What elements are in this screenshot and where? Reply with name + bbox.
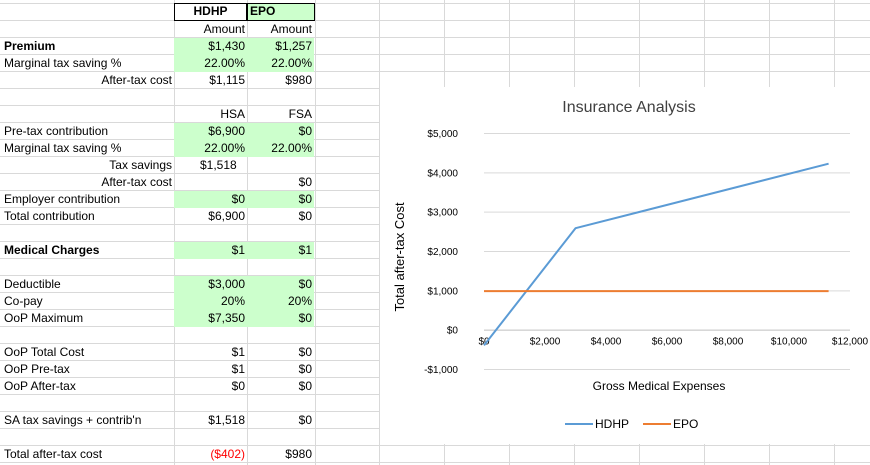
oop-total-cost-hdhp[interactable]: $1 (231, 345, 245, 359)
marginal-tax-epo-2[interactable]: 22.00% (247, 140, 314, 157)
after-tax-cost-epo-2[interactable]: $0 (298, 175, 312, 189)
copay-epo[interactable]: 20% (247, 293, 314, 310)
chart-x-tick-label: $2,000 (530, 337, 561, 348)
tax-savings-label[interactable]: Tax savings (109, 158, 172, 172)
chart-y-tick-label: $4,000 (427, 168, 458, 179)
sa-tax-savings-label[interactable]: SA tax savings + contrib'n (4, 413, 142, 427)
marginal-tax-hdhp-2[interactable]: 22.00% (174, 140, 247, 157)
series-line-hdhp[interactable] (483, 162, 829, 347)
oop-total-cost-epo[interactable]: $0 (298, 345, 312, 359)
marginal-tax-epo-1[interactable]: 22.00% (247, 55, 314, 72)
employer-contribution-hdhp[interactable]: $0 (174, 191, 247, 208)
deductible-epo[interactable]: $0 (247, 276, 314, 293)
oop-aftertax-label[interactable]: OoP After-tax (4, 379, 76, 393)
chart-gridlines (484, 133, 850, 370)
medical-charges-label[interactable]: Medical Charges (4, 243, 100, 257)
chart-canvas: Insurance Analysis Total after-tax Cost … (392, 99, 869, 431)
premium-epo[interactable]: $1,257 (247, 38, 314, 55)
chart-y-tick-label: $1,000 (427, 286, 458, 297)
chart-x-tick-labels: $0 $2,000 $4,000 $6,000 $8,000 $10,000 $12,000 (478, 337, 868, 348)
after-tax-cost-epo-1[interactable]: $980 (285, 73, 312, 87)
chart-y-tick-labels: -$1,000 $0 $1,000 $2,000 $3,000 $4,000 $5,000 (424, 129, 458, 376)
chart-y-tick-label: -$1,000 (424, 365, 458, 376)
pretax-contribution-label[interactable]: Pre-tax contribution (4, 124, 109, 138)
chart-y-tick-label: $3,000 (427, 208, 458, 219)
copay-hdhp[interactable]: 20% (174, 293, 247, 310)
marginal-tax-hdhp-1[interactable]: 22.00% (174, 55, 247, 72)
oop-pretax-hdhp[interactable]: $1 (231, 362, 245, 376)
employer-contribution-epo[interactable]: $0 (247, 191, 314, 208)
chart-x-axis-label: Gross Medical Expenses (593, 379, 726, 393)
total-contribution-epo[interactable]: $0 (298, 209, 312, 223)
oop-pretax-epo[interactable]: $0 (298, 362, 312, 376)
chart-x-tick-label: $8,000 (713, 337, 744, 348)
premium-label[interactable]: Premium (4, 39, 56, 53)
total-after-tax-epo[interactable]: $980 (285, 447, 312, 461)
deductible-label[interactable]: Deductible (4, 277, 61, 291)
marginal-tax-label-2[interactable]: Marginal tax saving % (4, 141, 122, 155)
fsa-label[interactable]: FSA (288, 107, 312, 121)
chart-y-tick-label: $0 (447, 326, 459, 337)
col-header-epo[interactable]: EPO (247, 3, 315, 21)
total-after-tax-hdhp[interactable]: ($402) (210, 447, 245, 461)
amount-label-hdhp[interactable]: Amount (203, 22, 245, 36)
legend-label-epo: EPO (673, 417, 698, 431)
chart-y-tick-label: $5,000 (427, 129, 458, 140)
after-tax-cost-hdhp-1[interactable]: $1,115 (209, 73, 245, 87)
oop-aftertax-hdhp[interactable]: $0 (231, 379, 245, 393)
chart-x-tick-label: $6,000 (652, 337, 683, 348)
pretax-contribution-hdhp[interactable]: $6,900 (174, 123, 247, 140)
total-after-tax-label[interactable]: Total after-tax cost (4, 447, 103, 461)
col-header-hdhp[interactable]: HDHP (174, 3, 247, 21)
deductible-hdhp[interactable]: $3,000 (174, 276, 247, 293)
oop-total-cost-label[interactable]: OoP Total Cost (4, 345, 85, 359)
oop-max-epo[interactable]: $0 (247, 310, 314, 327)
chart-series-lines (483, 162, 829, 347)
tax-savings-hdhp[interactable]: $1,518 (200, 158, 237, 172)
chart-x-tick-label: $10,000 (771, 337, 808, 348)
chart-x-tick-label: $0 (478, 337, 490, 348)
sa-tax-savings-hdhp[interactable]: $1,518 (208, 413, 245, 427)
after-tax-cost-label-2[interactable]: After-tax cost (101, 175, 172, 189)
copay-label[interactable]: Co-pay (4, 294, 43, 308)
marginal-tax-label-1[interactable]: Marginal tax saving % (4, 56, 122, 70)
chart-x-tick-label: $4,000 (591, 337, 622, 348)
chart-legend[interactable]: HDHP EPO (565, 417, 698, 431)
chart-title: Insurance Analysis (562, 99, 695, 116)
amount-label-epo[interactable]: Amount (270, 22, 312, 36)
employer-contribution-label[interactable]: Employer contribution (4, 192, 121, 206)
chart-x-tick-label: $12,000 (832, 337, 869, 348)
oop-max-hdhp[interactable]: $7,350 (174, 310, 247, 327)
oop-aftertax-epo[interactable]: $0 (298, 379, 312, 393)
total-contribution-hdhp[interactable]: $6,900 (208, 209, 245, 223)
hsa-label[interactable]: HSA (220, 107, 245, 121)
insurance-analysis-chart[interactable]: Insurance Analysis Total after-tax Cost … (380, 87, 870, 444)
oop-pretax-label[interactable]: OoP Pre-tax (4, 362, 70, 376)
sa-tax-savings-epo[interactable]: $0 (298, 413, 312, 427)
total-contribution-label[interactable]: Total contribution (4, 209, 95, 223)
pretax-contribution-epo[interactable]: $0 (247, 123, 314, 140)
tax-savings-epo[interactable] (247, 157, 314, 174)
medical-charges-epo[interactable]: $1 (247, 242, 314, 259)
after-tax-cost-hdhp-2[interactable] (174, 174, 247, 191)
chart-y-tick-label: $2,000 (427, 247, 458, 258)
legend-label-hdhp: HDHP (595, 417, 629, 431)
after-tax-cost-label-1[interactable]: After-tax cost (101, 73, 172, 87)
medical-charges-hdhp[interactable]: $1 (174, 242, 247, 259)
chart-y-axis-label: Total after-tax Cost (392, 202, 407, 311)
premium-hdhp[interactable]: $1,430 (174, 38, 247, 55)
oop-max-label[interactable]: OoP Maximum (4, 311, 84, 325)
